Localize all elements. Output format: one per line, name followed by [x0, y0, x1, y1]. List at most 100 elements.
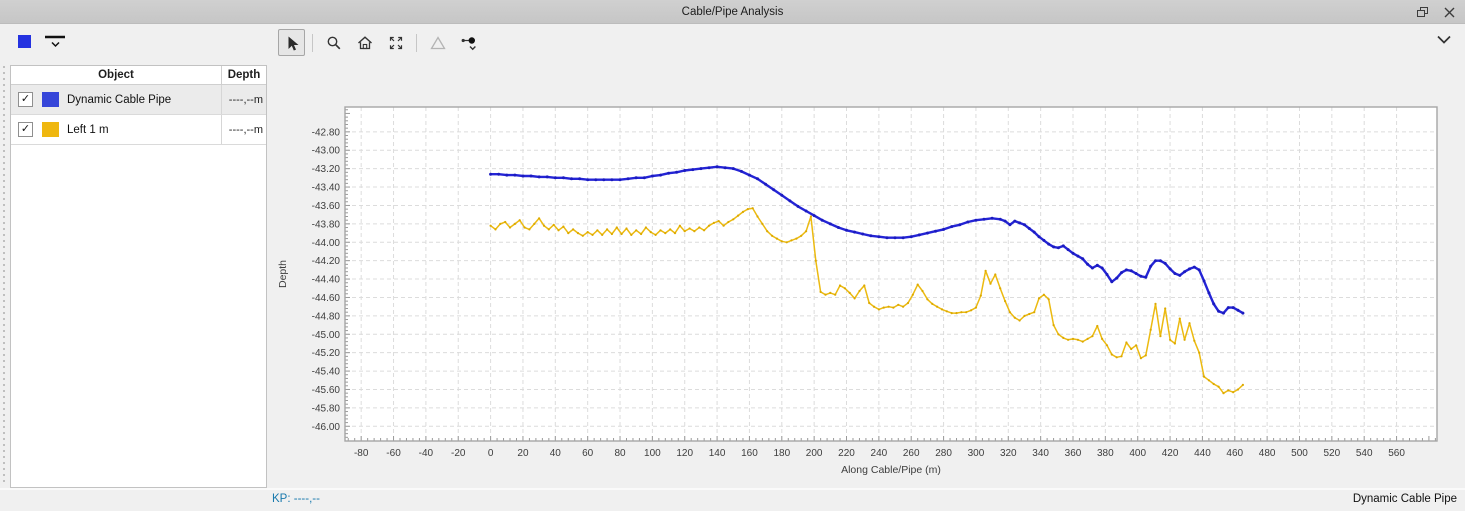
object-row[interactable]: ✓ Dynamic Cable Pipe ----,--m — [11, 85, 266, 115]
line-style-dropdown[interactable] — [44, 33, 67, 49]
svg-text:-43.40: -43.40 — [312, 183, 341, 194]
svg-text:-40: -40 — [419, 448, 434, 459]
titlebar-buttons — [1415, 0, 1457, 24]
panel-resize-grip[interactable] — [3, 66, 5, 484]
svg-text:-42.80: -42.80 — [312, 127, 341, 138]
svg-text:440: 440 — [1194, 448, 1211, 459]
object-cell: ✓ Left 1 m — [11, 115, 222, 144]
svg-text:360: 360 — [1065, 448, 1082, 459]
svg-text:300: 300 — [968, 448, 985, 459]
svg-text:180: 180 — [773, 448, 790, 459]
object-visibility-checkbox[interactable]: ✓ — [18, 92, 33, 107]
column-header-depth[interactable]: Depth — [227, 69, 261, 81]
float-window-icon — [1417, 6, 1428, 17]
point-marker-icon — [461, 36, 476, 50]
kp-readout: KP: ----,-- — [272, 493, 320, 505]
svg-text:-60: -60 — [386, 448, 401, 459]
zoom-tool-button[interactable] — [320, 29, 347, 56]
home-view-button[interactable] — [351, 29, 378, 56]
svg-text:280: 280 — [935, 448, 952, 459]
svg-text:540: 540 — [1356, 448, 1373, 459]
line-style-icon — [45, 35, 65, 48]
object-label: Left 1 m — [67, 123, 109, 136]
svg-text:500: 500 — [1291, 448, 1308, 459]
chart-toolbar — [276, 29, 484, 56]
column-header-object[interactable]: Object — [11, 66, 222, 84]
home-icon — [357, 35, 372, 49]
select-tool-button[interactable] — [278, 29, 305, 56]
svg-text:-80: -80 — [354, 448, 369, 459]
svg-text:20: 20 — [517, 448, 529, 459]
depth-profile-chart[interactable]: -80 -60 -40 -20 0 20 40 60 80 100 120 140 160 180 200 2… — [270, 58, 1465, 488]
plot-border — [344, 106, 1438, 442]
svg-text:200: 200 — [806, 448, 823, 459]
toolbar-separator — [416, 33, 417, 52]
svg-text:-43.00: -43.00 — [312, 146, 341, 157]
svg-text:220: 220 — [838, 448, 855, 459]
plot-area[interactable] — [345, 107, 1437, 441]
svg-text:160: 160 — [741, 448, 758, 459]
svg-text:-45.40: -45.40 — [312, 367, 341, 378]
object-row[interactable]: ✓ Left 1 m ----,--m — [11, 115, 266, 145]
svg-text:460: 460 — [1226, 448, 1243, 459]
tick-labels: -80 -60 -40 -20 0 20 40 60 80 100 120 140 160 180 200 2… — [312, 127, 1406, 459]
object-color-swatch — [42, 92, 59, 107]
svg-text:340: 340 — [1032, 448, 1049, 459]
svg-text:-44.40: -44.40 — [312, 275, 341, 286]
svg-text:420: 420 — [1162, 448, 1179, 459]
triangle-icon — [429, 35, 446, 49]
series-dynamic-cable-pipe — [489, 165, 1245, 315]
svg-text:0: 0 — [488, 448, 494, 459]
svg-text:480: 480 — [1259, 448, 1276, 459]
svg-text:-44.00: -44.00 — [312, 238, 341, 249]
svg-text:60: 60 — [582, 448, 594, 459]
svg-text:-43.20: -43.20 — [312, 164, 341, 175]
window-title: Cable/Pipe Analysis — [681, 5, 784, 18]
series-left-1-m — [489, 207, 1244, 395]
object-table-header: Object Depth — [11, 66, 266, 85]
svg-text:-44.80: -44.80 — [312, 311, 341, 322]
svg-text:520: 520 — [1324, 448, 1341, 459]
svg-text:-46.00: -46.00 — [312, 422, 341, 433]
object-depth-value: ----,--m — [228, 123, 263, 136]
svg-text:-44.20: -44.20 — [312, 256, 341, 267]
close-icon — [1444, 7, 1455, 17]
magnifier-icon — [327, 36, 340, 49]
y-axis-label: Depth — [277, 260, 289, 288]
statusbar: KP: ----,-- Dynamic Cable Pipe — [0, 488, 1465, 511]
object-color-swatch — [42, 122, 59, 137]
svg-text:-45.00: -45.00 — [312, 330, 341, 341]
svg-text:40: 40 — [550, 448, 562, 459]
collapse-toolbar-button[interactable] — [1435, 33, 1453, 47]
active-object-label: Dynamic Cable Pipe — [1352, 493, 1457, 505]
x-axis-label: Along Cable/Pipe (m) — [841, 464, 941, 476]
titlebar[interactable]: Cable/Pipe Analysis — [0, 0, 1465, 24]
svg-text:-45.60: -45.60 — [312, 385, 341, 396]
svg-text:-43.60: -43.60 — [312, 201, 341, 212]
point-marker-dropdown-button[interactable] — [455, 29, 482, 56]
kp-value: ----,-- — [293, 493, 320, 505]
chart-canvas[interactable]: -80 -60 -40 -20 0 20 40 60 80 100 120 140 160 180 200 2… — [270, 58, 1465, 488]
zoom-extents-button[interactable] — [382, 29, 409, 56]
svg-text:400: 400 — [1129, 448, 1146, 459]
object-depth-value: ----,--m — [228, 93, 263, 106]
axis-ticks — [345, 109, 1436, 442]
close-window-button[interactable] — [1442, 5, 1457, 20]
svg-text:380: 380 — [1097, 448, 1114, 459]
cursor-icon — [288, 36, 298, 50]
svg-text:-44.60: -44.60 — [312, 293, 341, 304]
object-label: Dynamic Cable Pipe — [67, 93, 172, 106]
series-color-swatch-button[interactable] — [18, 34, 31, 48]
svg-text:140: 140 — [709, 448, 726, 459]
svg-text:80: 80 — [614, 448, 626, 459]
svg-text:-43.80: -43.80 — [312, 219, 341, 230]
object-table: Object Depth ✓ Dynamic Cable Pipe ----,--m… — [10, 65, 267, 488]
object-visibility-checkbox[interactable]: ✓ — [18, 122, 33, 137]
triangle-tool-button[interactable] — [424, 29, 451, 56]
float-window-button[interactable] — [1415, 5, 1430, 20]
toolbar-separator — [312, 33, 313, 52]
gridlines — [345, 107, 1437, 441]
svg-text:100: 100 — [644, 448, 661, 459]
series-style-toolbar — [18, 33, 67, 49]
svg-text:-20: -20 — [451, 448, 466, 459]
